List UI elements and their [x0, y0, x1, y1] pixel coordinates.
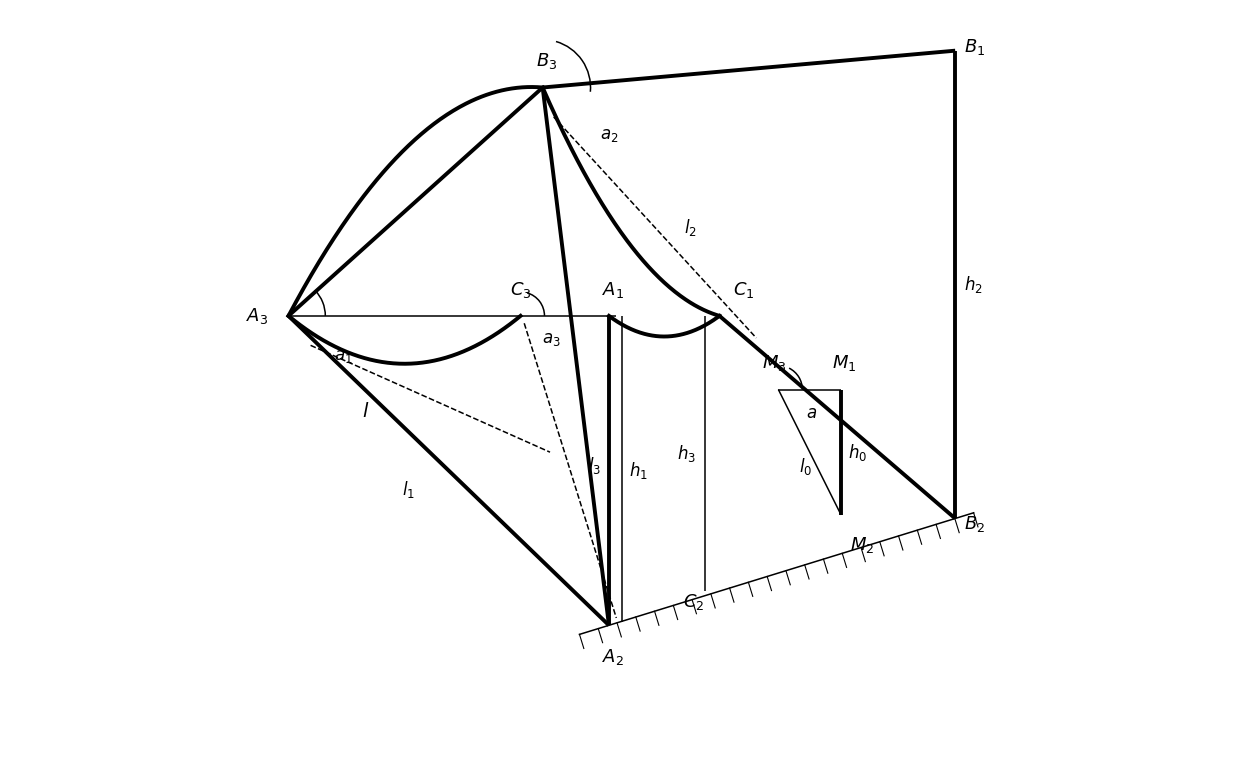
Text: $M_1$: $M_1$: [832, 354, 857, 373]
Text: $h_2$: $h_2$: [965, 274, 983, 295]
Text: $a_1$: $a_1$: [335, 348, 353, 365]
Text: $l_1$: $l_1$: [402, 478, 414, 500]
Text: $l_0$: $l_0$: [800, 456, 812, 478]
Text: $h_0$: $h_0$: [848, 441, 867, 463]
Text: $A_1$: $A_1$: [601, 279, 624, 300]
Text: $l_3$: $l_3$: [588, 455, 600, 476]
Text: $a$: $a$: [806, 405, 817, 422]
Text: $B_3$: $B_3$: [536, 51, 557, 71]
Text: $M_2$: $M_2$: [849, 535, 874, 556]
Text: $B_1$: $B_1$: [963, 37, 986, 57]
Text: $C_1$: $C_1$: [733, 279, 754, 300]
Text: $C_3$: $C_3$: [510, 279, 531, 300]
Text: $A_3$: $A_3$: [246, 306, 268, 326]
Text: $h_1$: $h_1$: [629, 460, 647, 481]
Text: $a_3$: $a_3$: [542, 331, 560, 348]
Text: $l_2$: $l_2$: [683, 217, 697, 238]
Text: $B_2$: $B_2$: [963, 514, 985, 534]
Text: $h_3$: $h_3$: [677, 443, 696, 464]
Text: $M_3$: $M_3$: [763, 354, 787, 373]
Text: $C_2$: $C_2$: [683, 592, 704, 612]
Text: $a_2$: $a_2$: [600, 127, 619, 144]
Text: $l$: $l$: [362, 402, 370, 421]
Text: $A_2$: $A_2$: [601, 647, 624, 668]
